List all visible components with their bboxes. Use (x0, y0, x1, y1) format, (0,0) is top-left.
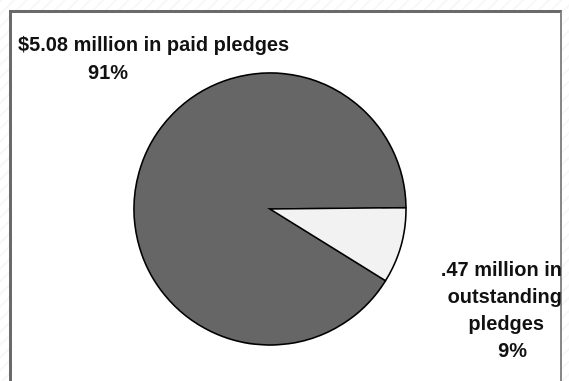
outstanding-label-line-3: pledges (468, 313, 544, 335)
outstanding-label-line-1: .47 million in (440, 259, 562, 281)
outstanding-label-line-2: outstanding (447, 286, 562, 308)
paid-pledges-percent: 91% (88, 62, 129, 84)
paid-pledges-label: $5.08 million in paid pledges (18, 34, 290, 56)
outstanding-pledges-label-block: .47 million in outstanding pledges 9% (441, 257, 562, 365)
outstanding-pledges-percent: 9% (498, 340, 527, 362)
pie-slice-outstanding-pledges (267, 206, 407, 282)
